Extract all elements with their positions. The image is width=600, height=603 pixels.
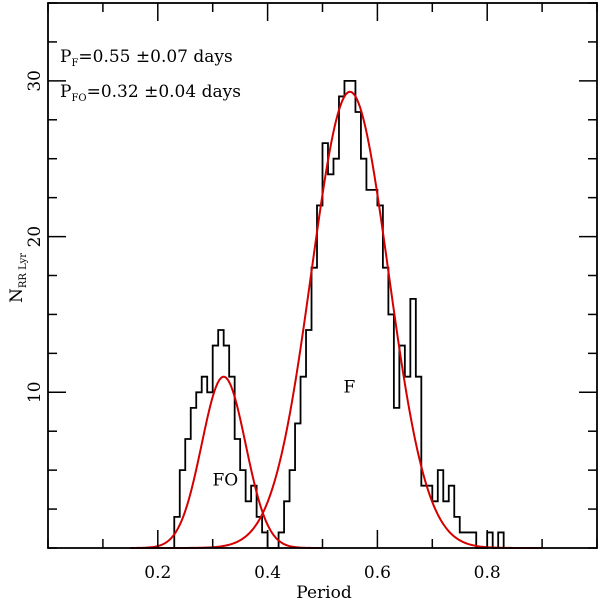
annotation-period-f-symbol: P	[60, 47, 71, 67]
y-axis-title-sub: RR Lyr	[18, 253, 29, 288]
plot-frame	[47, 2, 598, 549]
annotation-period-f: PF=0.55 ±0.07 days	[60, 47, 233, 69]
x-axis-title: Period	[296, 583, 352, 603]
x-tick-label: 0.2	[144, 563, 171, 583]
fit-curve-f	[130, 90, 543, 549]
fit-curves-layer	[130, 90, 543, 549]
histogram-outline	[157, 79, 515, 549]
fit-curve-fo	[130, 375, 323, 549]
x-tick-label: 0.6	[364, 563, 391, 583]
y-tick-label: 20	[25, 226, 45, 248]
component-label-fo: FO	[212, 471, 238, 491]
y-axis-title: NRR Lyr	[7, 253, 29, 303]
y-tick-label: 10	[25, 381, 45, 403]
x-tick-label: 0.4	[254, 563, 281, 583]
annotation-period-fo: PFO=0.32 ±0.04 days	[60, 82, 241, 104]
histogram-layer	[157, 79, 515, 549]
annotation-period-fo-subscript: FO	[71, 93, 86, 104]
component-label-f: F	[344, 377, 356, 397]
x-tick-label: 0.8	[474, 563, 501, 583]
annotation-period-fo-symbol: P	[60, 82, 71, 102]
annotation-period-f-value: =0.55 ±0.07 days	[78, 47, 232, 67]
y-axis-title-main: N	[7, 288, 27, 303]
annotation-period-fo-value: =0.32 ±0.04 days	[87, 82, 241, 102]
y-tick-label: 30	[25, 70, 45, 92]
annotation-period-f-subscript: F	[71, 58, 78, 69]
